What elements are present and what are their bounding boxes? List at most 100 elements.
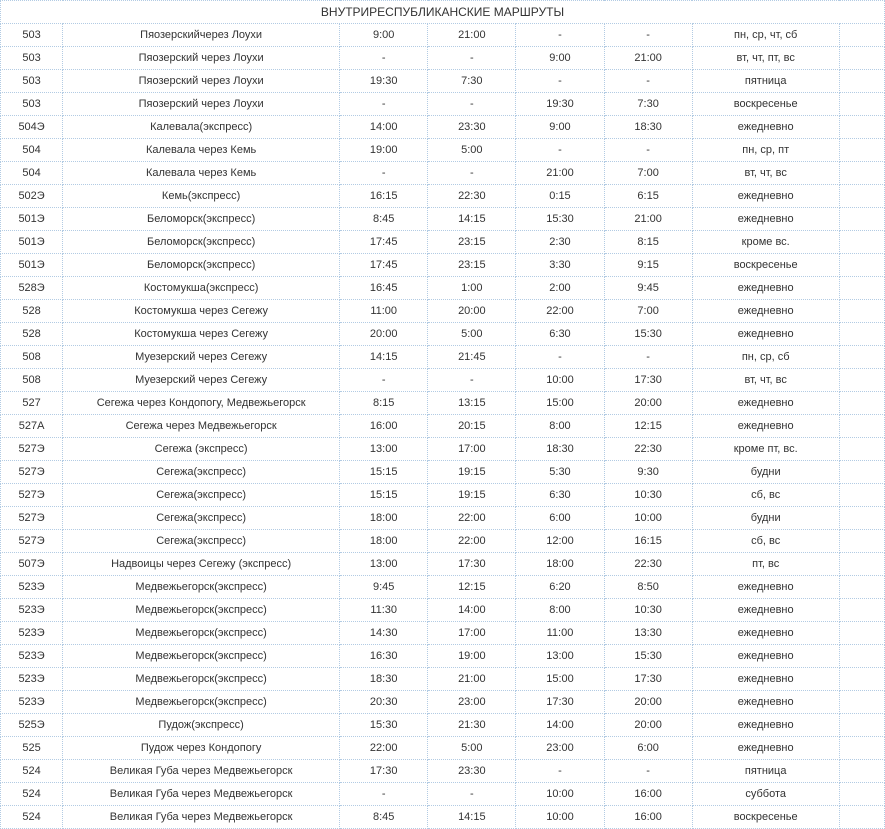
- cell-num: 502Э: [1, 185, 63, 208]
- cell-t1: -: [340, 93, 428, 116]
- cell-t2: 17:00: [428, 622, 516, 645]
- cell-days: вт, чт, вс: [692, 369, 839, 392]
- cell-t3: 3:30: [516, 254, 604, 277]
- cell-num: 528Э: [1, 277, 63, 300]
- cell-num: 528: [1, 323, 63, 346]
- cell-t1: 16:30: [340, 645, 428, 668]
- cell-t1: 15:15: [340, 461, 428, 484]
- table-row: 523ЭМедвежьегорск(экспресс)9:4512:156:20…: [1, 576, 885, 599]
- cell-t3: 12:00: [516, 530, 604, 553]
- cell-t3: 22:00: [516, 300, 604, 323]
- cell-route: Беломорск(экспресс): [63, 231, 340, 254]
- cell-t4: 16:00: [604, 783, 692, 806]
- cell-num: 508: [1, 346, 63, 369]
- table-row: 502ЭКемь(экспресс)16:1522:300:156:15ежед…: [1, 185, 885, 208]
- cell-t3: -: [516, 70, 604, 93]
- cell-num: 501Э: [1, 208, 63, 231]
- cell-empty: [839, 714, 884, 737]
- cell-t3: 18:30: [516, 438, 604, 461]
- cell-route: Медвежьегорск(экспресс): [63, 668, 340, 691]
- cell-route: Калевала(экспресс): [63, 116, 340, 139]
- cell-empty: [839, 392, 884, 415]
- cell-num: 501Э: [1, 254, 63, 277]
- cell-num: 523Э: [1, 668, 63, 691]
- cell-route: Великая Губа через Медвежьегорск: [63, 783, 340, 806]
- cell-empty: [839, 185, 884, 208]
- table-row: 524Великая Губа через Медвежьегорск8:451…: [1, 806, 885, 829]
- cell-t4: 9:30: [604, 461, 692, 484]
- cell-t1: 14:30: [340, 622, 428, 645]
- cell-empty: [839, 507, 884, 530]
- table-row: 501ЭБеломорск(экспресс)17:4523:153:309:1…: [1, 254, 885, 277]
- cell-t4: 12:15: [604, 415, 692, 438]
- cell-num: 503: [1, 70, 63, 93]
- cell-route: Пудож через Кондопогу: [63, 737, 340, 760]
- cell-t4: -: [604, 139, 692, 162]
- cell-t1: 9:00: [340, 24, 428, 47]
- cell-t1: 14:15: [340, 346, 428, 369]
- cell-days: воскресенье: [692, 254, 839, 277]
- cell-empty: [839, 783, 884, 806]
- cell-t2: 21:00: [428, 668, 516, 691]
- table-row: 508Муезерский через Сегежу14:1521:45--пн…: [1, 346, 885, 369]
- cell-route: Пудож(экспресс): [63, 714, 340, 737]
- cell-t4: 8:50: [604, 576, 692, 599]
- cell-route: Великая Губа через Медвежьегорск: [63, 760, 340, 783]
- cell-t1: 19:00: [340, 139, 428, 162]
- cell-t4: -: [604, 70, 692, 93]
- cell-t4: 9:45: [604, 277, 692, 300]
- cell-t3: 2:30: [516, 231, 604, 254]
- cell-num: 527А: [1, 415, 63, 438]
- table-row: 501ЭБеломорск(экспресс)17:4523:152:308:1…: [1, 231, 885, 254]
- cell-t2: 23:30: [428, 116, 516, 139]
- schedule-table: ВНУТРИРЕСПУБЛИКАНСКИЕ МАРШРУТЫ 503Пяозер…: [0, 0, 885, 829]
- table-row: 523ЭМедвежьегорск(экспресс)14:3017:0011:…: [1, 622, 885, 645]
- cell-route: Надвоицы через Сегежу (экспресс): [63, 553, 340, 576]
- cell-empty: [839, 553, 884, 576]
- cell-days: пн, ср, сб: [692, 346, 839, 369]
- cell-num: 523Э: [1, 599, 63, 622]
- cell-empty: [839, 438, 884, 461]
- cell-t2: -: [428, 162, 516, 185]
- cell-days: пятница: [692, 70, 839, 93]
- cell-t2: 17:00: [428, 438, 516, 461]
- cell-num: 503: [1, 93, 63, 116]
- cell-num: 501Э: [1, 231, 63, 254]
- cell-empty: [839, 24, 884, 47]
- cell-num: 504Э: [1, 116, 63, 139]
- cell-t2: -: [428, 783, 516, 806]
- cell-t4: 10:30: [604, 599, 692, 622]
- cell-num: 525Э: [1, 714, 63, 737]
- cell-t3: -: [516, 346, 604, 369]
- cell-route: Костомукша(экспресс): [63, 277, 340, 300]
- cell-empty: [839, 415, 884, 438]
- cell-empty: [839, 369, 884, 392]
- cell-route: Пяозерский через Лоухи: [63, 47, 340, 70]
- table-body: 503Пяозерскийчерез Лоухи9:0021:00--пн, с…: [1, 24, 885, 829]
- cell-t2: 14:00: [428, 599, 516, 622]
- cell-t1: 11:00: [340, 300, 428, 323]
- cell-empty: [839, 47, 884, 70]
- cell-t4: 17:30: [604, 369, 692, 392]
- cell-t4: 20:00: [604, 714, 692, 737]
- cell-empty: [839, 208, 884, 231]
- cell-num: 523Э: [1, 622, 63, 645]
- cell-t3: 8:00: [516, 599, 604, 622]
- cell-days: вт, чт, пт, вс: [692, 47, 839, 70]
- cell-t2: 23:15: [428, 231, 516, 254]
- table-row: 528Костомукша через Сегежу11:0020:0022:0…: [1, 300, 885, 323]
- table-row: 503Пяозерский через Лоухи--19:307:30воск…: [1, 93, 885, 116]
- cell-empty: [839, 622, 884, 645]
- table-row: 524Великая Губа через Медвежьегорск17:30…: [1, 760, 885, 783]
- cell-days: сб, вс: [692, 530, 839, 553]
- table-row: 528ЭКостомукша(экспресс)16:451:002:009:4…: [1, 277, 885, 300]
- cell-days: ежедневно: [692, 645, 839, 668]
- cell-num: 523Э: [1, 645, 63, 668]
- cell-days: будни: [692, 461, 839, 484]
- cell-days: ежедневно: [692, 208, 839, 231]
- cell-t2: 17:30: [428, 553, 516, 576]
- cell-route: Муезерский через Сегежу: [63, 346, 340, 369]
- table-title: ВНУТРИРЕСПУБЛИКАНСКИЕ МАРШРУТЫ: [1, 1, 885, 24]
- cell-num: 523Э: [1, 576, 63, 599]
- cell-route: Медвежьегорск(экспресс): [63, 599, 340, 622]
